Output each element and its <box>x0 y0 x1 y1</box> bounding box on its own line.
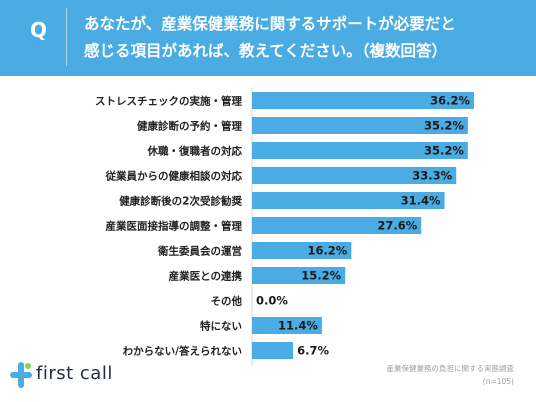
category-label: ストレスチェックの実施・管理 <box>95 95 242 108</box>
category-label: 健康診断の予約・管理 <box>137 120 242 133</box>
bar <box>252 267 346 284</box>
bar <box>252 342 294 359</box>
category-label: 衛生委員会の運営 <box>157 245 242 258</box>
bar <box>252 242 352 259</box>
header-divider <box>66 8 67 66</box>
category-label: 健康診断後の2次受診勧奨 <box>119 195 242 208</box>
value-label: 11.4% <box>278 319 318 333</box>
question-text: あなたが、産業保健業務に関するサポートが必要だと 感じる項目があれば、教えてくだ… <box>84 11 524 65</box>
category-label: わからない/答えられない <box>123 345 242 358</box>
question-header: Q あなたが、産業保健業務に関するサポートが必要だと 感じる項目があれば、教えて… <box>0 0 536 76</box>
bars-group: ストレスチェックの実施・管理 36.2% 健康診断の予約・管理 35.2% 休職・復職者… <box>95 92 474 359</box>
value-label: 35.2% <box>424 119 464 133</box>
bar <box>252 217 422 234</box>
value-label: 33.3% <box>412 169 452 183</box>
source-note: 産業保健業務の負担に関する実態調査 (n=105) <box>387 362 515 388</box>
question-line-1: あなたが、産業保健業務に関するサポートが必要だと <box>84 15 456 33</box>
source-title: 産業保健業務の負担に関する実態調査 <box>386 364 515 373</box>
value-label: 31.4% <box>401 194 441 208</box>
bar <box>252 167 457 184</box>
question-line-2: 感じる項目があれば、教えてください。（複数回答） <box>84 42 448 60</box>
category-label: その他 <box>211 295 243 308</box>
value-label: 16.2% <box>307 244 347 258</box>
category-label: 休職・復職者の対応 <box>147 145 243 158</box>
value-label: 36.2% <box>430 94 470 108</box>
value-label: 6.7% <box>297 344 329 358</box>
question-badge: Q <box>30 18 48 42</box>
category-label: 従業員からの健康相談の対応 <box>105 170 243 183</box>
category-label: 特にない <box>200 320 242 333</box>
bar <box>252 142 468 159</box>
value-label: 15.2% <box>301 269 341 283</box>
bar <box>252 192 445 209</box>
category-label: 産業医との連携 <box>169 270 243 283</box>
bar <box>252 317 322 334</box>
first-call-logo-icon <box>10 362 32 388</box>
value-label: 27.6% <box>377 219 417 233</box>
value-label: 0.0% <box>256 294 288 308</box>
logo-text: first call <box>36 363 113 384</box>
sample-size: (n=105) <box>482 377 514 386</box>
bar <box>252 117 468 134</box>
value-label: 35.2% <box>424 144 464 158</box>
bar <box>252 92 474 109</box>
category-label: 産業医面接指導の調整・管理 <box>106 220 243 233</box>
